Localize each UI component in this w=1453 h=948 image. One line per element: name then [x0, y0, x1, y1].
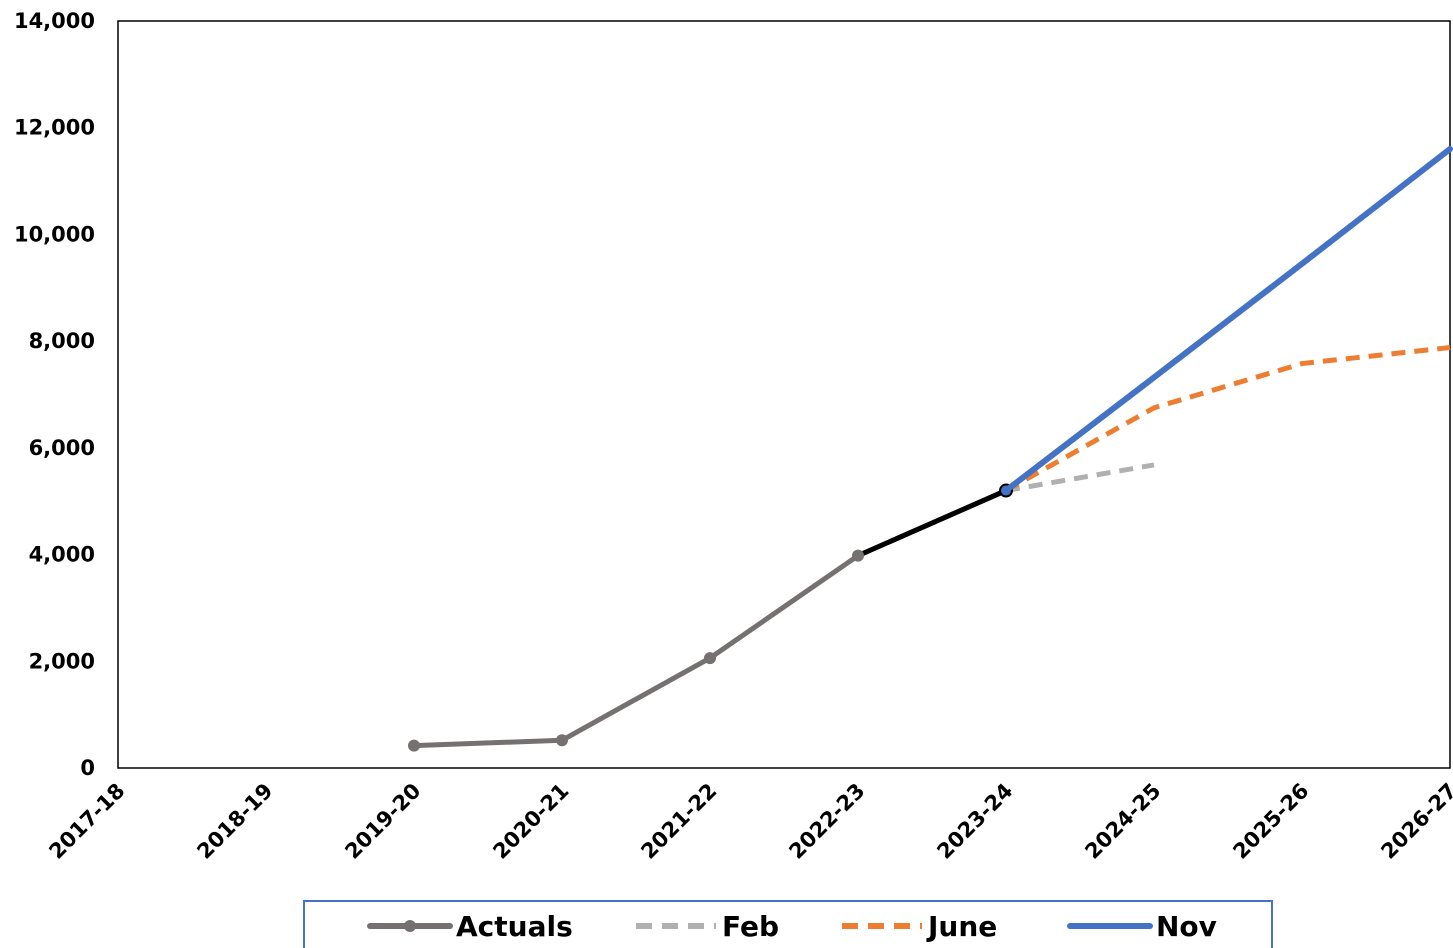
x-tick-label: 2024-25 — [1080, 779, 1165, 864]
y-tick-label: 2,000 — [29, 649, 95, 673]
x-tick-label: 2018-19 — [192, 779, 277, 864]
x-tick-label: 2019-20 — [340, 779, 425, 864]
y-tick-label: 4,000 — [29, 543, 95, 567]
point-actuals — [408, 739, 420, 752]
legend-label-june: June — [926, 910, 997, 943]
legend-label-feb: Feb — [722, 910, 779, 943]
legend-label-actuals: Actuals — [456, 910, 573, 943]
x-tick-label: 2022-23 — [784, 779, 869, 864]
legend: Actuals Feb June Nov — [303, 900, 1273, 948]
series-line-nov — [1003, 146, 1453, 494]
point-actuals — [852, 549, 864, 562]
x-axis-ticks: 2017-18 2018-19 2019-20 2020-21 2021-22 2022-… — [44, 779, 1453, 864]
legend-marker-actuals — [404, 920, 416, 932]
series-line-june — [1004, 345, 1451, 493]
y-tick-label: 10,000 — [14, 222, 95, 246]
series-layer — [408, 146, 1453, 752]
point-actuals — [704, 652, 716, 665]
legend-label-nov: Nov — [1156, 910, 1217, 943]
y-tick-label: 12,000 — [14, 116, 95, 140]
y-tick-label: 14,000 — [14, 9, 95, 33]
y-tick-label: 8,000 — [29, 329, 95, 353]
y-tick-label: 0 — [80, 756, 95, 780]
series-line-feb — [1005, 462, 1155, 494]
x-tick-label: 2023-24 — [932, 779, 1017, 864]
plot-area — [117, 20, 1451, 769]
x-tick-label: 2025-26 — [1228, 779, 1313, 864]
x-tick-label: 2017-18 — [44, 779, 129, 864]
series-line-actuals-highlight — [855, 488, 1009, 559]
x-tick-label: 2021-22 — [636, 779, 721, 864]
y-axis-ticks: 0 2,000 4,000 6,000 8,000 10,000 12,000 14,000 — [14, 9, 95, 780]
y-tick-label: 6,000 — [29, 436, 95, 460]
x-tick-label: 2020-21 — [488, 779, 573, 864]
x-tick-label: 2026-27 — [1376, 779, 1453, 864]
point-actuals — [556, 734, 568, 747]
